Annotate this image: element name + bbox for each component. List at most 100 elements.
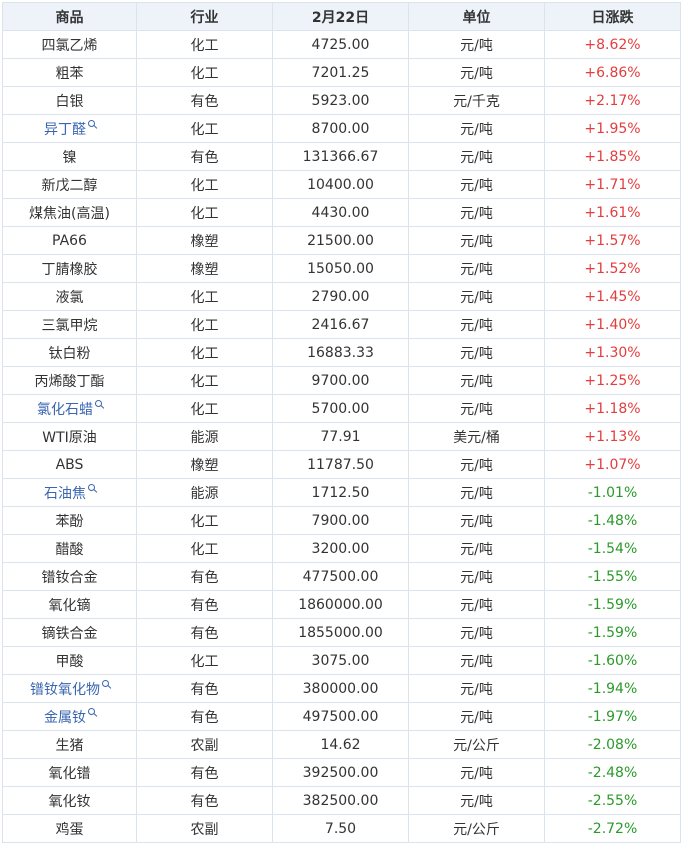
price-cell: 4725.00 <box>272 30 409 59</box>
price-cell: 15050.00 <box>272 254 409 283</box>
table-row: WTI原油 能源 77.91 美元/桶 +1.13% <box>2 422 681 451</box>
header-commodity[interactable]: 商品 <box>2 2 137 31</box>
daily-change-cell: +6.86% <box>544 58 681 87</box>
price-cell: 7201.25 <box>272 58 409 87</box>
commodity-name-cell[interactable]: 石油焦 <box>2 478 137 507</box>
industry-cell: 化工 <box>136 394 273 423</box>
daily-change-cell: -2.08% <box>544 730 681 759</box>
unit-cell: 元/吨 <box>408 254 545 283</box>
commodity-name-cell: 粗苯 <box>2 58 137 87</box>
daily-change-cell: +1.40% <box>544 310 681 339</box>
unit-cell: 美元/桶 <box>408 422 545 451</box>
industry-cell: 化工 <box>136 198 273 227</box>
daily-change-cell: -1.55% <box>544 562 681 591</box>
daily-change-cell: -1.48% <box>544 506 681 535</box>
industry-cell: 化工 <box>136 534 273 563</box>
unit-cell: 元/吨 <box>408 450 545 479</box>
price-cell: 16883.33 <box>272 338 409 367</box>
commodity-name-cell: 丙烯酸丁酯 <box>2 366 137 395</box>
header-date[interactable]: 2月22日 <box>272 2 409 31</box>
price-cell: 131366.67 <box>272 142 409 171</box>
table-row: 醋酸 化工 3200.00 元/吨 -1.54% <box>2 534 681 563</box>
commodity-name-link[interactable]: 石油焦 <box>44 485 86 502</box>
industry-cell: 有色 <box>136 142 273 171</box>
search-icon[interactable] <box>95 399 102 407</box>
unit-cell: 元/公斤 <box>408 814 545 843</box>
industry-cell: 农副 <box>136 730 273 759</box>
commodity-name-cell: 生猪 <box>2 730 137 759</box>
daily-change-cell: +1.71% <box>544 170 681 199</box>
search-icon[interactable] <box>102 679 109 687</box>
industry-cell: 化工 <box>136 282 273 311</box>
commodity-name-cell[interactable]: 氯化石蜡 <box>2 394 137 423</box>
daily-change-cell: -1.60% <box>544 646 681 675</box>
commodity-name-link[interactable]: 金属钕 <box>44 709 86 726</box>
unit-cell: 元/吨 <box>408 282 545 311</box>
table-row: 氧化镨 有色 392500.00 元/吨 -2.48% <box>2 758 681 787</box>
unit-cell: 元/吨 <box>408 310 545 339</box>
price-cell: 7.50 <box>272 814 409 843</box>
price-cell: 1712.50 <box>272 478 409 507</box>
unit-cell: 元/吨 <box>408 226 545 255</box>
daily-change-cell: +8.62% <box>544 30 681 59</box>
industry-cell: 橡塑 <box>136 226 273 255</box>
search-icon[interactable] <box>88 119 95 127</box>
price-cell: 77.91 <box>272 422 409 451</box>
commodity-name-cell: 四氯乙烯 <box>2 30 137 59</box>
table-row: 液氯 化工 2790.00 元/吨 +1.45% <box>2 282 681 311</box>
daily-change-cell: +1.25% <box>544 366 681 395</box>
daily-change-cell: +1.95% <box>544 114 681 143</box>
industry-cell: 化工 <box>136 58 273 87</box>
price-cell: 9700.00 <box>272 366 409 395</box>
commodity-name-cell[interactable]: 金属钕 <box>2 702 137 731</box>
daily-change-cell: +1.07% <box>544 450 681 479</box>
commodity-name-cell: 氧化镝 <box>2 590 137 619</box>
industry-cell: 化工 <box>136 30 273 59</box>
commodity-name-link[interactable]: 镨钕氧化物 <box>30 681 100 698</box>
daily-change-cell: -1.59% <box>544 618 681 647</box>
industry-cell: 有色 <box>136 618 273 647</box>
commodity-name-link[interactable]: 异丁醛 <box>44 121 86 138</box>
header-unit[interactable]: 单位 <box>408 2 545 31</box>
daily-change-cell: -2.55% <box>544 786 681 815</box>
industry-cell: 化工 <box>136 310 273 339</box>
table-row: 丙烯酸丁酯 化工 9700.00 元/吨 +1.25% <box>2 366 681 395</box>
daily-change-cell: -1.59% <box>544 590 681 619</box>
daily-change-cell: +1.52% <box>544 254 681 283</box>
unit-cell: 元/吨 <box>408 394 545 423</box>
commodity-name-cell: 新戊二醇 <box>2 170 137 199</box>
commodity-name-cell: 醋酸 <box>2 534 137 563</box>
commodity-name-link[interactable]: 氯化石蜡 <box>37 401 93 418</box>
daily-change-cell: -2.48% <box>544 758 681 787</box>
unit-cell: 元/吨 <box>408 170 545 199</box>
daily-change-cell: +1.57% <box>544 226 681 255</box>
industry-cell: 化工 <box>136 506 273 535</box>
table-row: 新戊二醇 化工 10400.00 元/吨 +1.71% <box>2 170 681 199</box>
table-row: 氧化钕 有色 382500.00 元/吨 -2.55% <box>2 786 681 815</box>
price-cell: 5923.00 <box>272 86 409 115</box>
daily-change-cell: +1.85% <box>544 142 681 171</box>
table-row: 甲酸 化工 3075.00 元/吨 -1.60% <box>2 646 681 675</box>
table-row: 镨钕合金 有色 477500.00 元/吨 -1.55% <box>2 562 681 591</box>
price-cell: 497500.00 <box>272 702 409 731</box>
search-icon[interactable] <box>88 707 95 715</box>
table-row: 金属钕 有色 497500.00 元/吨 -1.97% <box>2 702 681 731</box>
price-cell: 477500.00 <box>272 562 409 591</box>
unit-cell: 元/吨 <box>408 674 545 703</box>
header-industry[interactable]: 行业 <box>136 2 273 31</box>
table-row: 丁腈橡胶 橡塑 15050.00 元/吨 +1.52% <box>2 254 681 283</box>
industry-cell: 有色 <box>136 674 273 703</box>
price-cell: 8700.00 <box>272 114 409 143</box>
commodity-name-cell: 氧化镨 <box>2 758 137 787</box>
daily-change-cell: +1.61% <box>544 198 681 227</box>
commodity-name-cell[interactable]: 镨钕氧化物 <box>2 674 137 703</box>
industry-cell: 化工 <box>136 646 273 675</box>
industry-cell: 有色 <box>136 86 273 115</box>
table-row: 氯化石蜡 化工 5700.00 元/吨 +1.18% <box>2 394 681 423</box>
search-icon[interactable] <box>88 483 95 491</box>
header-daily-change[interactable]: 日涨跌 <box>544 2 681 31</box>
commodity-name-cell[interactable]: 异丁醛 <box>2 114 137 143</box>
price-cell: 3200.00 <box>272 534 409 563</box>
unit-cell: 元/吨 <box>408 114 545 143</box>
industry-cell: 农副 <box>136 814 273 843</box>
